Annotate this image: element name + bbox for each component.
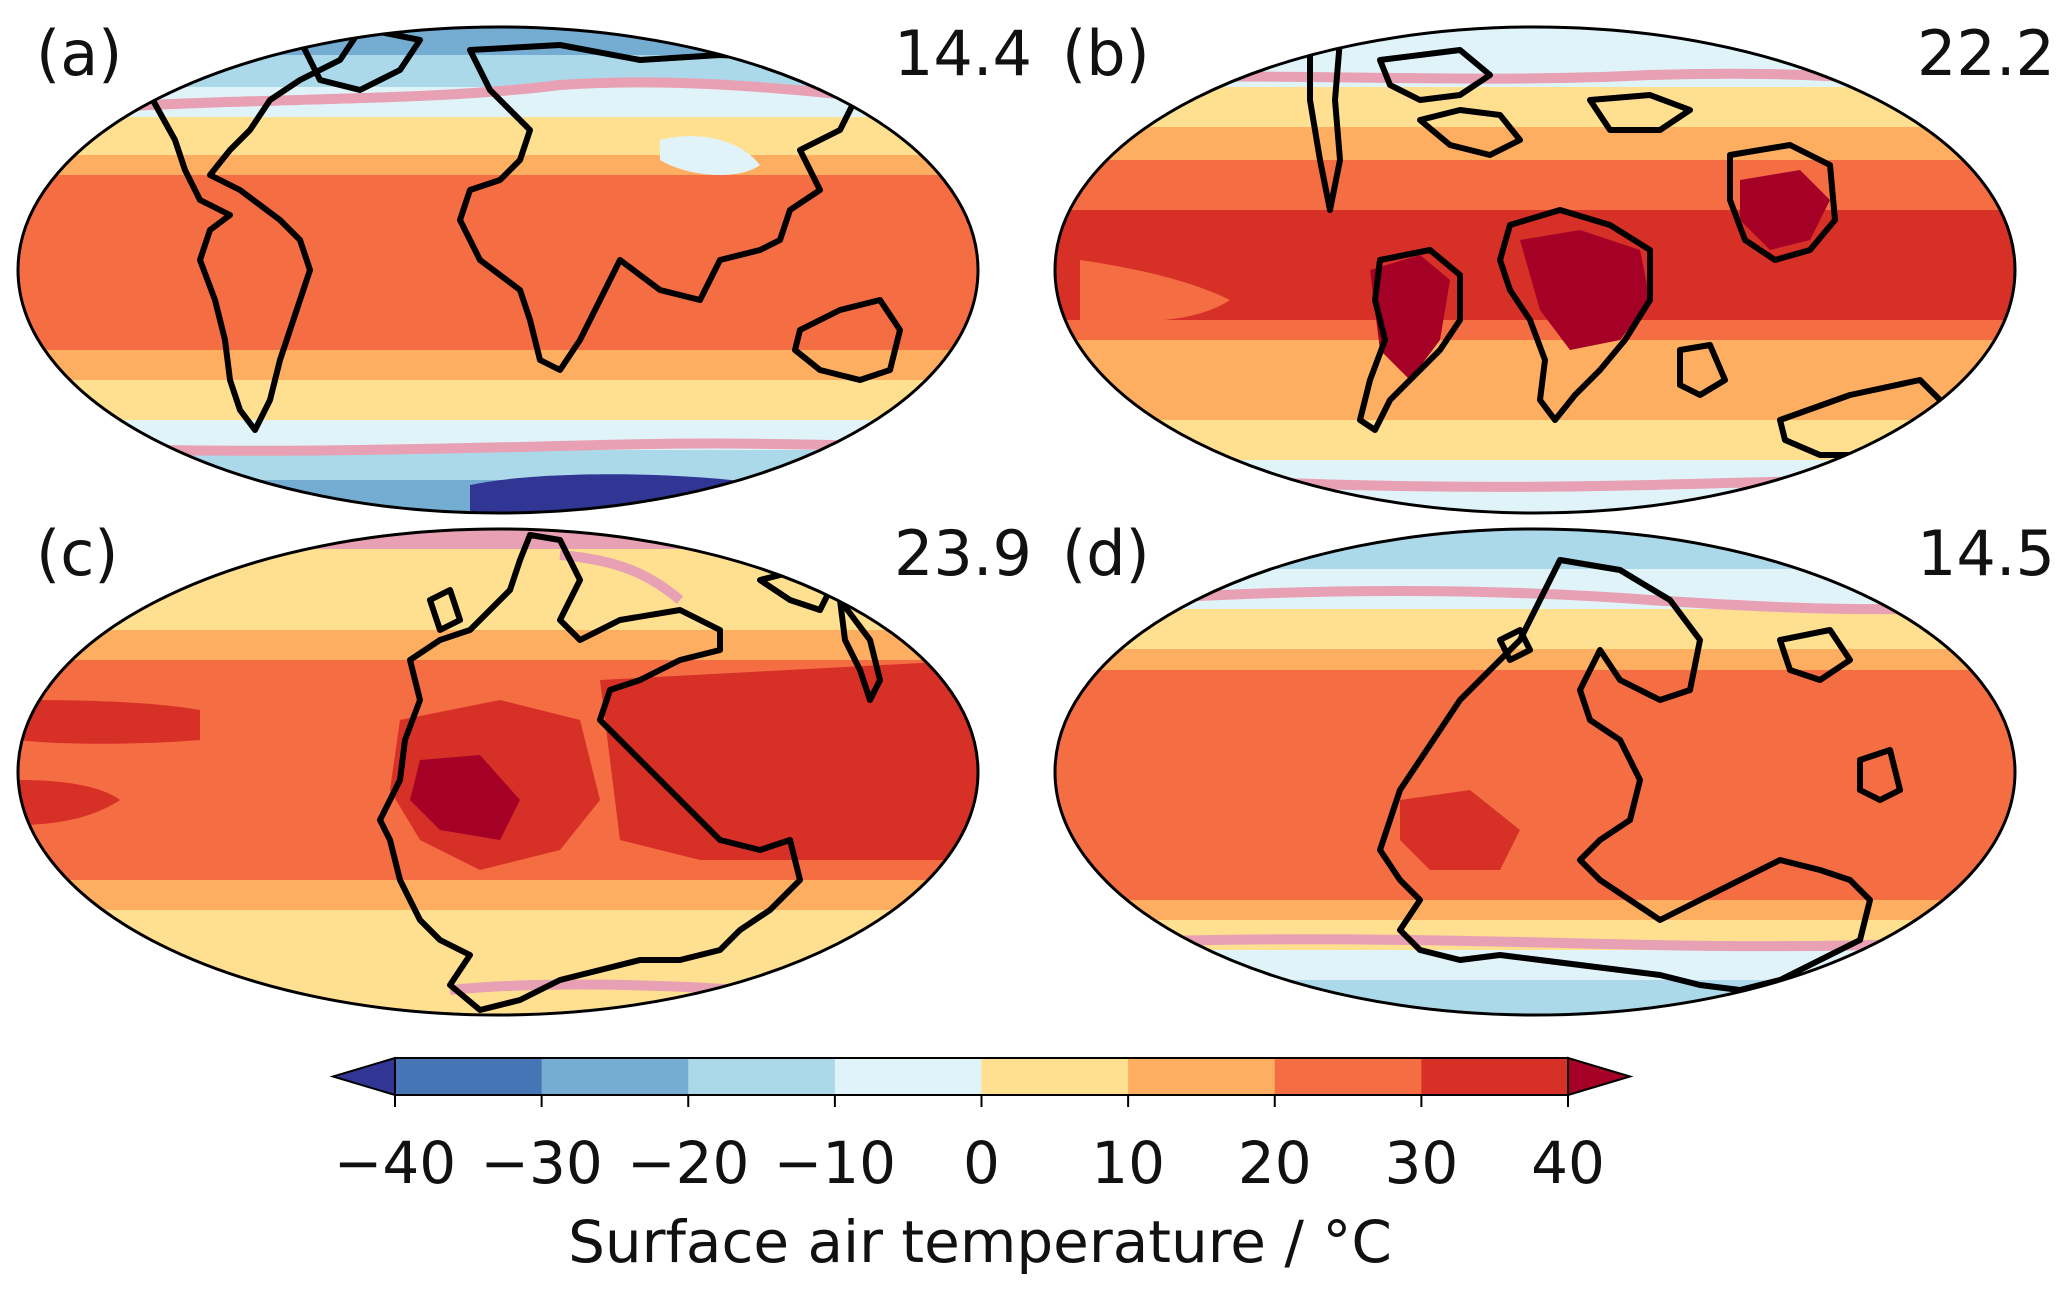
panel-a-value: 14.4 [894,17,1032,90]
colorbar-tick-label: 10 [1091,1129,1165,1197]
panel-a-label: (a) [36,17,122,90]
colorbar-tick-label: 40 [1531,1129,1605,1197]
colorbar-tick-label: 30 [1384,1129,1458,1197]
colorbar-ticks: −40 −30 −20 −10 0 10 20 30 40 [334,1095,1605,1197]
colorbar-extend-low [329,1056,396,1097]
panel-c-label: (c) [36,517,118,590]
colorbar [329,1056,1634,1097]
colorbar-title: Surface air temperature / °C [568,1208,1392,1276]
panel-d-label: (d) [1062,517,1150,590]
colorbar-tick-label: −30 [480,1129,602,1197]
colorbar-tick-label: 0 [963,1129,1000,1197]
map-panel-c [16,527,980,1017]
colorbar-tick-label: 20 [1238,1129,1312,1197]
colorbar-tick-label: −20 [627,1129,749,1197]
colorbar-tick-label: −10 [774,1129,896,1197]
panel-d-value: 14.5 [1917,517,2055,590]
map-panel-b [1053,25,2017,515]
panel-b-value: 22.2 [1917,17,2055,90]
colorbar-bin [395,1058,543,1095]
panel-c-value: 23.9 [894,517,1032,590]
map-panel-a [16,25,980,515]
colorbar-extend-high [1567,1056,1634,1097]
colorbar-tick-label: −40 [334,1129,456,1197]
colorbar-bin [1128,1058,1276,1095]
map-panel-d [1053,527,2017,1017]
colorbar-bin [981,1058,1129,1095]
colorbar-bin [541,1058,689,1095]
colorbar-bin [1421,1058,1569,1095]
colorbar-bin [688,1058,836,1095]
panel-b-label: (b) [1062,17,1150,90]
colorbar-bin [834,1058,982,1095]
colorbar-bin [1274,1058,1422,1095]
